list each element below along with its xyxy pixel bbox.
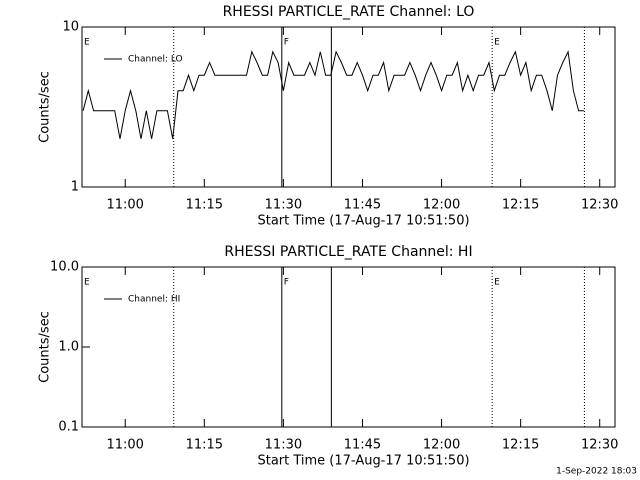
x-tick-label: 12:15 (502, 198, 539, 213)
y-tick-label: 10 (62, 20, 79, 35)
event-label: F (284, 38, 289, 48)
plot-frame (81, 26, 616, 188)
y-tick-label: 1.0 (58, 340, 79, 355)
footer-date: 1-Sep-2022 18:03 (556, 467, 637, 477)
y-tick-label: 1 (71, 180, 79, 195)
event-label: E (494, 278, 500, 288)
x-axis-label: Start Time (17-Aug-17 10:51:50) (257, 454, 469, 469)
event-label: E (84, 38, 90, 48)
y-tick-label: 10.0 (50, 260, 79, 275)
y-axis-label: Counts/sec (38, 71, 53, 143)
x-tick-label: 11:00 (106, 198, 143, 213)
x-tick-label: 11:30 (265, 438, 302, 453)
x-tick-label: 12:15 (502, 438, 539, 453)
plot-frame (81, 266, 616, 428)
x-tick-label: 11:30 (265, 198, 302, 213)
x-tick-label: 12:30 (581, 438, 618, 453)
event-label: E (84, 278, 90, 288)
x-tick-label: 11:45 (344, 438, 381, 453)
chart-title: RHESSI PARTICLE_RATE Channel: HI (224, 244, 472, 260)
y-axis-label: Counts/sec (38, 311, 53, 383)
x-tick-label: 11:00 (106, 438, 143, 453)
y-tick-label: 0.1 (58, 420, 79, 435)
chart-title: RHESSI PARTICLE_RATE Channel: LO (223, 4, 475, 20)
x-tick-label: 12:00 (423, 438, 460, 453)
x-tick-label: 11:45 (344, 198, 381, 213)
legend-label: Channel: HI (128, 295, 180, 305)
event-label: E (494, 38, 500, 48)
x-tick-label: 12:30 (581, 198, 618, 213)
x-tick-label: 11:15 (186, 198, 223, 213)
x-axis-label: Start Time (17-Aug-17 10:51:50) (257, 214, 469, 229)
x-tick-label: 12:00 (423, 198, 460, 213)
legend-label: Channel: LO (128, 55, 183, 65)
data-line (82, 50, 584, 139)
x-tick-label: 11:15 (186, 438, 223, 453)
event-label: F (284, 278, 289, 288)
